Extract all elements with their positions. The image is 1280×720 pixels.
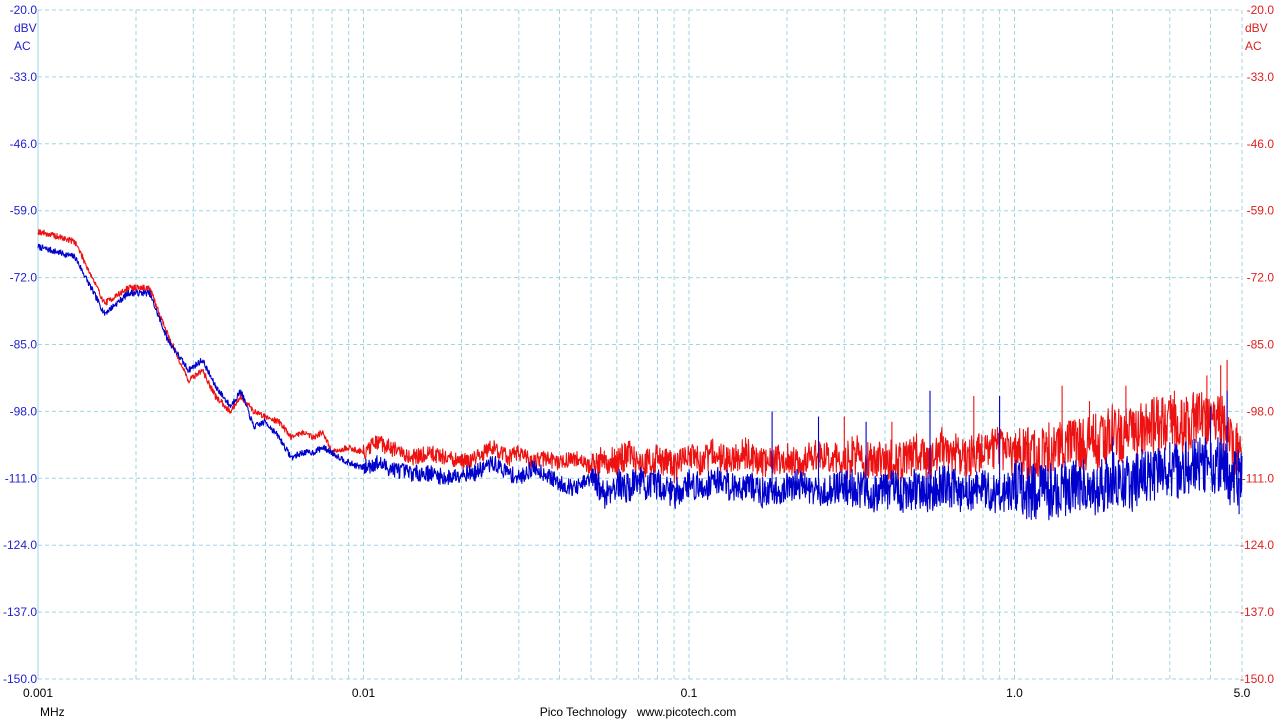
right-unit-dbv: dBV [1245, 21, 1268, 35]
series-line-red [37, 228, 1243, 486]
x-axis: 0.001 0.01 0.1 1.0 5.0 [23, 686, 1251, 700]
x-tick: 0.001 [23, 686, 53, 700]
y-tick-right: -46.0 [1247, 137, 1275, 151]
y-tick-right: -111.0 [1242, 471, 1275, 485]
right-unit-ac: AC [1245, 39, 1262, 53]
y-tick-left: -72.0 [10, 271, 38, 285]
y-tick-left: -111.0 [5, 471, 38, 485]
y-tick-left: -124.0 [3, 538, 37, 552]
y-tick-right: -137.0 [1240, 605, 1274, 619]
x-tick: 0.1 [681, 686, 698, 700]
y-tick-right: -33.0 [1247, 70, 1275, 84]
y-tick-right: -124.0 [1240, 538, 1274, 552]
y-tick-left: -150.0 [3, 672, 37, 686]
y-tick-left: -85.0 [10, 338, 38, 352]
y-axis-left: -20.0 -33.0 -46.0 -59.0 -72.0 -85.0 -98.0 -111.… [3, 3, 37, 686]
x-tick: 1.0 [1006, 686, 1023, 700]
series-line-blue [37, 243, 1243, 521]
y-tick-right: -20.0 [1247, 3, 1275, 17]
y-tick-right: -85.0 [1247, 338, 1275, 352]
left-unit-dbv: dBV [14, 21, 37, 35]
y-tick-right: -59.0 [1247, 204, 1275, 218]
left-unit-ac: AC [14, 39, 31, 53]
y-tick-left: -98.0 [10, 404, 38, 418]
y-tick-left: -20.0 [10, 3, 38, 17]
y-tick-left: -59.0 [10, 204, 38, 218]
footer-credit: Pico Technology www.picotech.com [540, 705, 737, 719]
x-tick: 5.0 [1234, 686, 1251, 700]
x-unit-label: MHz [40, 705, 65, 719]
series-layer [37, 228, 1243, 521]
y-tick-left: -46.0 [10, 137, 38, 151]
y-tick-left: -137.0 [3, 605, 37, 619]
grid [37, 9, 1243, 680]
y-tick-left: -33.0 [10, 70, 38, 84]
x-tick: 0.01 [352, 686, 376, 700]
y-tick-right: -150.0 [1240, 672, 1274, 686]
y-axis-right: -20.0 -33.0 -46.0 -59.0 -72.0 -85.0 -98.0 -111.… [1240, 3, 1274, 686]
y-tick-right: -72.0 [1247, 271, 1275, 285]
plot-border [37, 9, 1243, 680]
plot-area [37, 9, 1243, 680]
y-tick-right: -98.0 [1247, 404, 1275, 418]
